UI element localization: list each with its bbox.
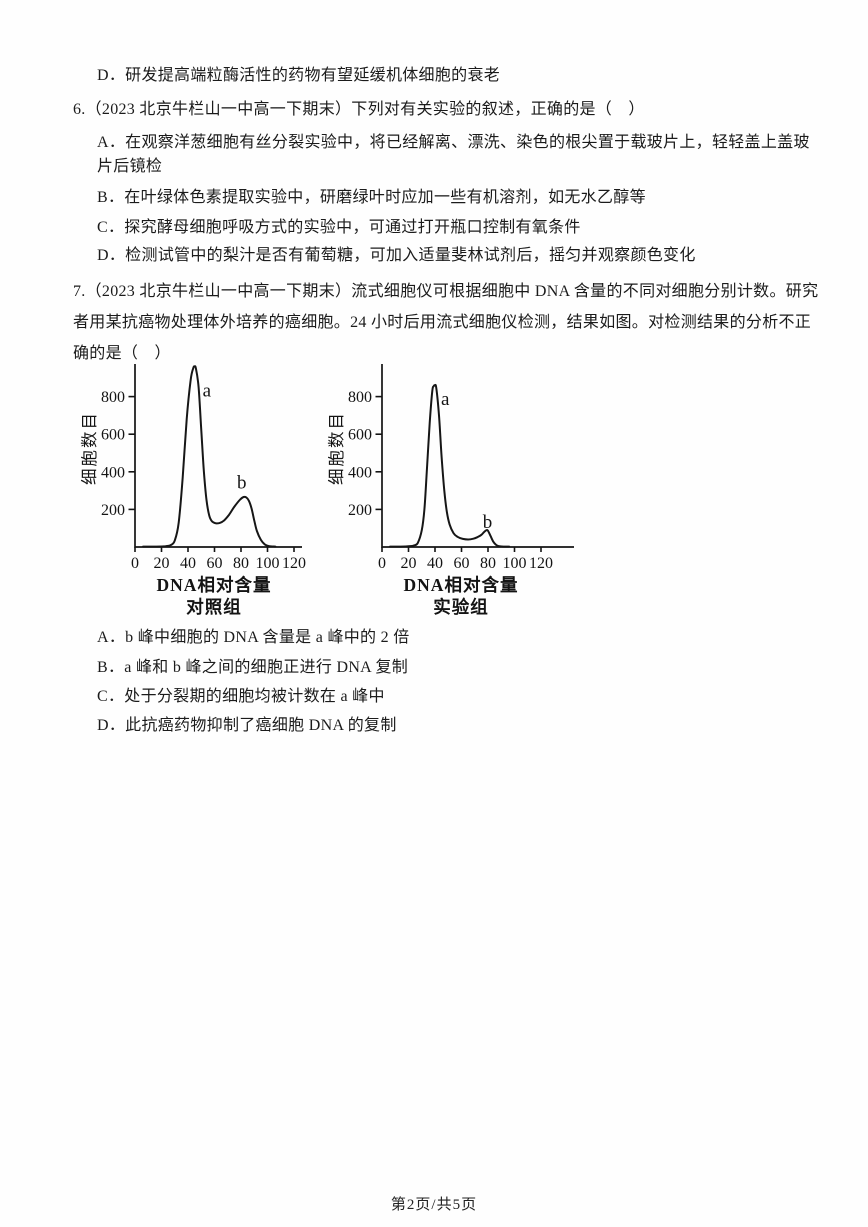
x-tick-label: 40 [180,555,196,572]
x-tick-label: 120 [282,555,306,572]
x-tick-label: 80 [233,555,249,572]
axes [134,364,302,548]
y-tick-label: 200 [348,502,372,519]
question6-option-d: D．检测试管中的梨汁是否有葡萄糖，可加入适量斐林试剂后，摇匀并观察颜色变化 [97,247,696,264]
cell-count-curve [389,383,511,548]
x-tick-label: 0 [378,555,386,572]
y-tick-label: 400 [348,464,372,481]
y-tick-label: 200 [101,502,125,519]
page-number: 第2页/共5页 [390,1197,478,1213]
question7-option-b: B．a 峰和 b 峰之间的细胞正进行 DNA 复制 [97,659,409,676]
x-axis-label: DNA相对含量 [404,575,519,595]
x-tick-label: 60 [207,555,223,572]
peak-label-a: a [203,381,212,402]
peak-label-a: a [441,389,450,410]
x-tick-label: 60 [454,555,470,572]
x-tick-label: 40 [427,555,443,572]
x-tick-label: 20 [154,555,170,572]
x-tick-label: 20 [401,555,417,572]
peak-label-b: b [237,473,247,494]
x-tick-label: 0 [131,555,139,572]
y-axis-label: 细胞数目 [80,411,99,485]
experimental-group-chart: 200 400 600 800 0 20 40 60 80 100 120 细胞数目 DNA相对含量实验… [327,364,574,617]
question6-option-c: C．探究酵母细胞呼吸方式的实验中，可通过打开瓶口控制有氧条件 [97,219,581,236]
chart-title: 实验组 [433,597,489,617]
y-axis-label: 细胞数目 [327,411,346,485]
x-tick-label: 100 [256,555,280,572]
x-axis-label: DNA相对含量 [157,575,272,595]
x-tick-label: 120 [529,555,553,572]
question7-option-d: D．此抗癌药物抑制了癌细胞 DNA 的复制 [97,717,397,734]
chart-title: 对照组 [186,597,242,617]
question6-option-a: A．在观察洋葱细胞有丝分裂实验中，将已经解离、漂洗、染色的根尖置于载玻片上，轻轻… [97,134,810,175]
x-tick-label: 80 [480,555,496,572]
question7-option-c: C．处于分裂期的细胞均被计数在 a 峰中 [97,688,385,705]
x-tick-label: 100 [503,555,527,572]
y-tick-label: 400 [101,464,125,481]
y-tick-label: 600 [101,427,125,444]
peak-label-b: b [483,512,493,533]
question7-stem: 7.（2023 北京牛栏山一中高一下期末）流式细胞仪可根据细胞中 DNA 含量的… [73,283,819,362]
axes [381,364,574,548]
cell-count-curve [142,365,277,548]
question6-stem: 6.（2023 北京牛栏山一中高一下期末）下列对有关实验的叙述，正确的是（ ） [73,101,645,118]
question6-option-b: B．在叶绿体色素提取实验中，研磨绿叶时应加一些有机溶剂，如无水乙醇等 [97,189,646,206]
y-tick-label: 600 [348,427,372,444]
question5-option-d: D．研发提高端粒酶活性的药物有望延缓机体细胞的衰老 [97,67,501,84]
y-tick-label: 800 [101,389,125,406]
y-tick-label: 800 [348,389,372,406]
control-group-chart: 200 400 600 800 0 20 40 60 80 100 120 细胞数目 DNA相对含量对照… [80,364,306,617]
question7-option-a: A．b 峰中细胞的 DNA 含量是 a 峰中的 2 倍 [97,629,410,646]
